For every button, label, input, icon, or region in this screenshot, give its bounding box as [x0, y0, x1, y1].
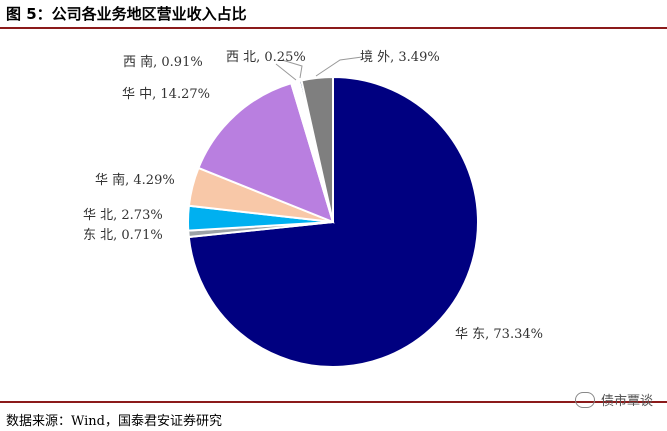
pie-slice: [300, 75, 334, 223]
slice-label: 华 北, 2.73%: [83, 208, 163, 223]
slice-label: 西 南, 0.91%: [123, 54, 203, 70]
watermark-text: 债市覃谈: [600, 394, 653, 409]
wechat-icon: [574, 391, 595, 408]
figure-title: 图 5：公司各业务地区营业收入占比: [6, 5, 247, 23]
title-rule: [0, 27, 667, 29]
slice-label: 华 南, 4.29%: [95, 172, 175, 188]
slice-label: 西 北, 0.25%: [226, 50, 306, 65]
pie-slices: [187, 75, 479, 368]
leader-line: [275, 63, 297, 81]
leader-line: [315, 56, 363, 77]
slice-labels: 华 东, 73.34% 东 北, 0.71% 华 北, 2.73% 华 南, 4.29…: [83, 50, 543, 342]
slice-label: 华 东, 73.34%: [455, 327, 543, 342]
watermark: 债市覃谈: [574, 390, 653, 409]
slice-label: 华 中, 14.27%: [122, 87, 210, 102]
source-note: 数据来源：Wind，国泰君安证券研究: [6, 414, 222, 429]
pie-chart: 华 东, 73.34% 东 北, 0.71% 华 北, 2.73% 华 南, 4.29…: [83, 50, 543, 368]
leader-lines: [275, 56, 363, 81]
slice-label: 东 北, 0.71%: [83, 228, 163, 243]
slice-label: 境 外, 3.49%: [360, 50, 440, 65]
leader-line: [281, 59, 303, 79]
source-rule: [0, 401, 667, 403]
pie-slice: [197, 81, 335, 224]
